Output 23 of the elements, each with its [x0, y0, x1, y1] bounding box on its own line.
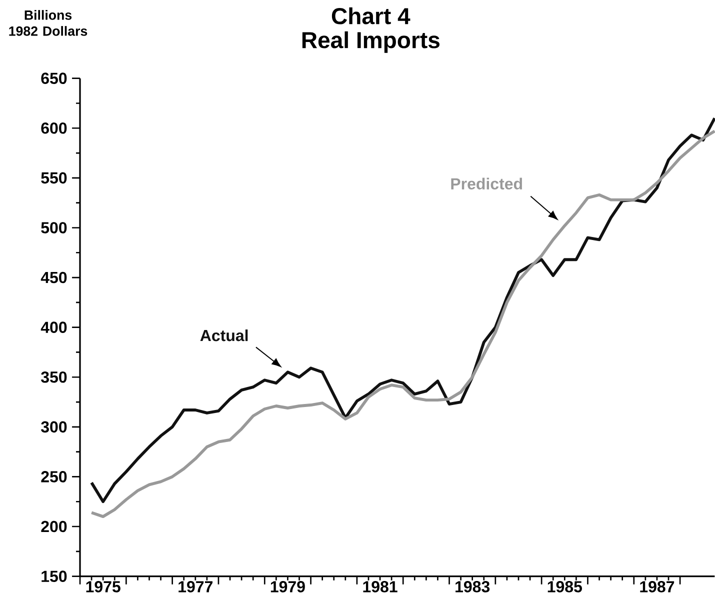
x-tick-label: 1983 — [456, 581, 490, 592]
x-tick-label: 1981 — [363, 581, 398, 592]
x-tick-label: 1977 — [178, 581, 212, 592]
y-tick-label: 650 — [41, 72, 67, 84]
y-tick-label: 550 — [41, 172, 67, 184]
x-tick-label: 1985 — [548, 581, 582, 592]
text: Predicted — [451, 178, 522, 190]
y-tick-label: 500 — [41, 222, 67, 234]
chart-subtitle: Real Imports — [302, 31, 440, 53]
x-tick-label: 1975 — [86, 581, 120, 592]
y-tick-label: 150 — [42, 570, 67, 582]
y-tick-label: 250 — [41, 471, 67, 482]
y-tick-label: 200 — [41, 520, 67, 532]
y-tick-label: 400 — [40, 322, 67, 333]
text: Actual — [200, 329, 248, 342]
x-tick-label: 1979 — [270, 581, 305, 592]
y-tick-label: 350 — [41, 371, 67, 383]
y-tick-label: 450 — [40, 272, 67, 284]
y-axis-title: Billions 1982 Dollars — [9, 10, 88, 36]
y-tick-label: 600 — [41, 122, 67, 134]
chart-title: Chart 4 — [332, 7, 410, 24]
y-tick-label: 300 — [41, 421, 67, 433]
x-tick-label: 1987 — [640, 581, 674, 592]
